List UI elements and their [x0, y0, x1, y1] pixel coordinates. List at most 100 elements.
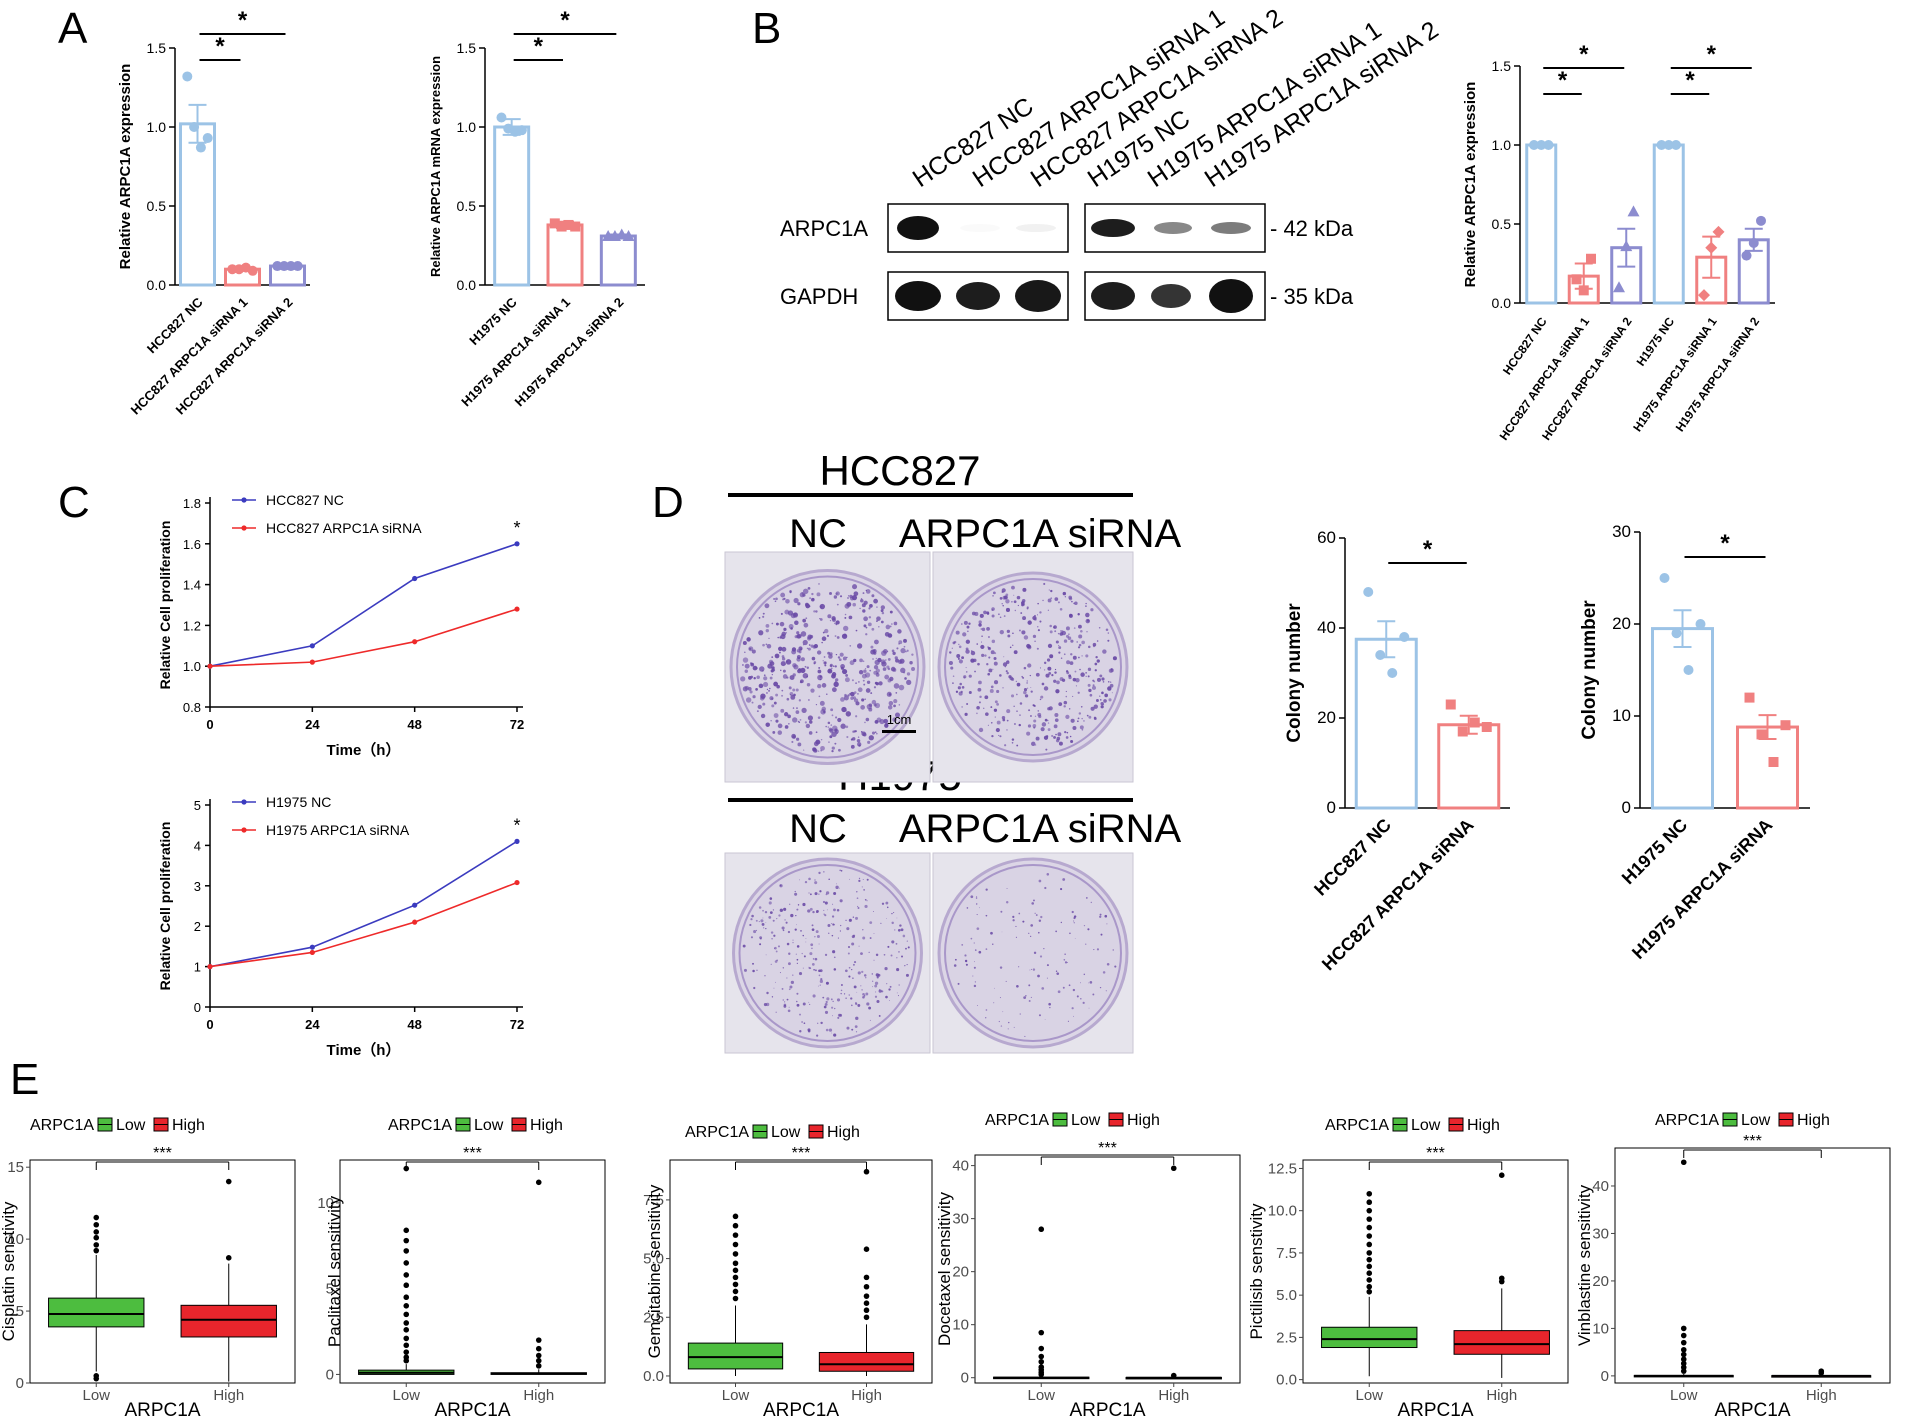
y-tick-label: 5 — [326, 1281, 334, 1298]
colony-dot — [787, 930, 791, 934]
colony-dot — [1073, 915, 1077, 918]
colony-dot — [1056, 972, 1060, 975]
colony-dot — [1054, 718, 1059, 723]
colony-dot — [891, 623, 893, 625]
colony-dot — [755, 919, 758, 922]
colony-dot — [813, 968, 815, 971]
colony-dot — [1081, 655, 1083, 657]
blot-band — [895, 281, 941, 311]
colony-dot — [1032, 634, 1037, 638]
colony-dot — [866, 1002, 870, 1006]
colony-dot — [1081, 728, 1084, 731]
outlier-point — [863, 1314, 870, 1321]
colony-dot — [771, 674, 773, 676]
colony-dot — [1099, 913, 1102, 916]
colony-dot — [872, 986, 874, 988]
colony-dot — [818, 974, 821, 977]
colony-dot — [855, 916, 858, 920]
colony-dot — [1013, 1026, 1015, 1028]
colony-dot — [1004, 744, 1007, 747]
colony-dot — [798, 699, 801, 702]
colony-dot — [1055, 689, 1060, 694]
colony-dot — [1048, 589, 1050, 591]
colony-dot — [756, 969, 758, 971]
colony-dot — [895, 942, 898, 945]
colony-dot — [878, 681, 883, 686]
colony-dot — [1037, 712, 1042, 717]
data-point — [570, 221, 581, 232]
colony-dot — [1040, 915, 1043, 919]
colony-dot — [765, 643, 768, 646]
colony-dot — [1085, 897, 1088, 899]
colony-dot — [862, 993, 865, 996]
colony-dot — [1073, 602, 1075, 605]
data-point — [1663, 140, 1674, 150]
outlier-point — [1366, 1207, 1373, 1214]
colony-dot — [1001, 588, 1006, 593]
colony-dot — [1032, 724, 1037, 728]
colony-dot — [759, 943, 762, 946]
colony-dot — [1046, 873, 1050, 876]
colony-dot — [1081, 640, 1086, 645]
colony-dot — [815, 610, 818, 613]
colony-dot — [833, 1033, 837, 1037]
colony-dot — [773, 987, 775, 989]
colony-dot — [998, 1020, 1000, 1023]
outlier-point — [1818, 1368, 1825, 1374]
colony-dot — [832, 1015, 833, 1017]
colony-dot — [749, 690, 753, 694]
series-point — [309, 949, 315, 956]
outlier-point — [1366, 1241, 1373, 1248]
data-point — [1780, 720, 1791, 731]
colony-dot — [1049, 1007, 1051, 1009]
colony-dot — [765, 624, 770, 628]
outlier-point — [403, 1349, 410, 1355]
legend-label: H1975 NC — [266, 794, 331, 810]
series-line — [209, 543, 518, 667]
outlier-point — [93, 1234, 100, 1241]
x-tick-label: Low — [1670, 1387, 1698, 1404]
colony-dot — [805, 603, 811, 609]
x-tick-label: 0 — [206, 717, 213, 732]
colony-dot — [964, 954, 967, 957]
colony-dot — [1041, 987, 1045, 990]
colony-dot — [814, 936, 816, 938]
colony-dot — [848, 615, 853, 620]
colony-dot — [811, 928, 815, 932]
colony-dot — [803, 622, 809, 628]
colony-dot — [862, 928, 864, 931]
box — [1321, 1326, 1418, 1349]
colony-dot — [887, 678, 892, 683]
colony-dot — [774, 946, 777, 950]
x-tick-label: 48 — [407, 717, 421, 732]
colony-dot — [827, 726, 830, 728]
colony-dot — [1102, 703, 1105, 706]
colony-dot — [851, 1004, 853, 1007]
colony-dot — [853, 691, 857, 694]
colony-dot — [1037, 629, 1040, 632]
colony-dot — [1050, 589, 1053, 593]
colony-dot — [1002, 605, 1004, 607]
colony-dot — [811, 924, 814, 927]
colony-dot — [1059, 632, 1064, 636]
colony-dot — [802, 934, 804, 937]
colony-dot — [782, 669, 786, 673]
colony-dot — [953, 964, 957, 967]
colony-dot — [857, 971, 861, 975]
colony-dot — [1077, 717, 1080, 720]
colony-dot — [771, 622, 774, 625]
colony-dot — [968, 622, 971, 625]
colony-dot — [828, 1028, 833, 1032]
colony-dot — [1107, 686, 1112, 691]
colony-dot — [818, 893, 820, 895]
colony-dot — [1057, 632, 1060, 635]
colony-dot — [809, 893, 812, 896]
colony-dot — [999, 674, 1002, 677]
colony-dot — [880, 659, 886, 665]
colony-dot — [823, 661, 827, 665]
colony-dot — [1105, 628, 1109, 632]
x-category-label: H1975 ARPC1A siRNA — [1628, 815, 1776, 963]
colony-dot — [1100, 705, 1104, 709]
outlier-point — [1038, 1345, 1045, 1352]
